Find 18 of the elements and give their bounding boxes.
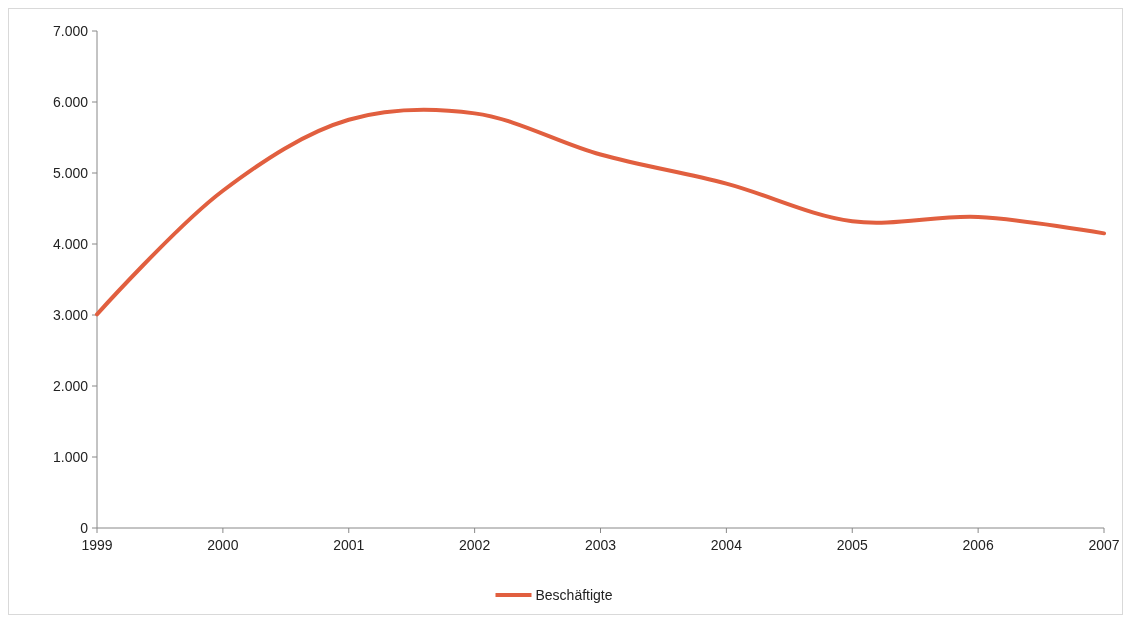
x-tick-label: 2005	[836, 537, 869, 553]
y-tick-label: 1.000	[52, 448, 89, 465]
x-tick-label: 2002	[459, 537, 491, 553]
x-tick-label: 2001	[333, 537, 365, 553]
y-tick-label: 3.000	[52, 306, 89, 323]
y-tick-label: 4.000	[52, 235, 89, 252]
y-tick-label: 2.000	[52, 377, 89, 394]
x-tick-label: 2000	[207, 537, 239, 553]
y-tick-label: 7.000	[52, 22, 89, 39]
x-tick-label: 2007	[1088, 537, 1120, 553]
y-tick-label: 5.000	[52, 164, 89, 181]
x-tick-label: 2003	[584, 537, 617, 553]
y-tick-label: 0	[80, 519, 89, 536]
x-tick-label: 2006	[962, 537, 994, 553]
x-tick-label: 2004	[710, 537, 743, 553]
legend-label: Beschäftigte	[535, 586, 613, 603]
x-tick-label: 1999	[81, 537, 113, 553]
y-tick-label: 6.000	[52, 93, 89, 110]
